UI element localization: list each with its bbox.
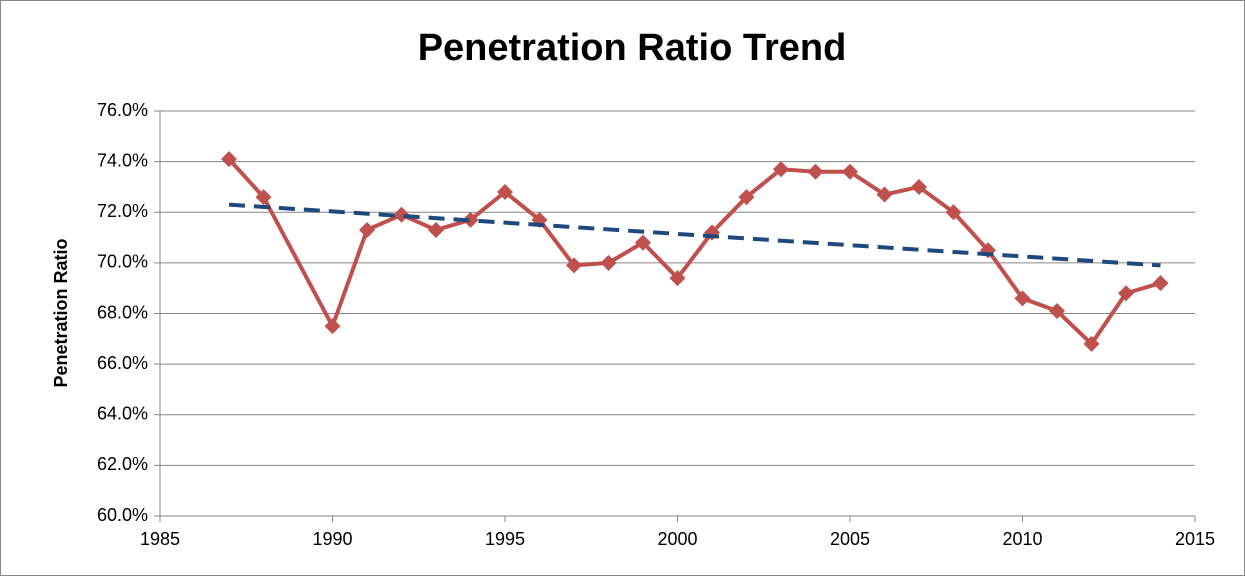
x-tick-label: 2005 bbox=[830, 529, 870, 549]
data-point bbox=[911, 178, 927, 195]
data-point bbox=[497, 184, 513, 200]
y-axis-label: Penetration Ratio bbox=[51, 238, 71, 387]
data-point bbox=[842, 163, 858, 180]
x-tick-label: 1990 bbox=[312, 529, 352, 549]
data-point bbox=[635, 234, 651, 251]
data-point bbox=[945, 204, 962, 221]
y-tick-label: 70.0% bbox=[97, 252, 148, 272]
data-point bbox=[359, 221, 375, 238]
data-point bbox=[669, 270, 686, 287]
y-tick-label: 66.0% bbox=[97, 353, 148, 373]
y-tick-label: 74.0% bbox=[97, 150, 148, 170]
y-tick-label: 60.0% bbox=[97, 505, 148, 525]
data-point bbox=[1152, 275, 1169, 292]
data-point bbox=[221, 151, 237, 168]
data-point bbox=[462, 211, 479, 228]
x-tick-label: 2000 bbox=[657, 529, 697, 549]
y-tick-label: 64.0% bbox=[97, 404, 148, 424]
x-tick-label: 2015 bbox=[1175, 529, 1215, 549]
data-point bbox=[738, 189, 755, 206]
x-tick-label: 1985 bbox=[140, 529, 180, 549]
data-point bbox=[566, 257, 582, 274]
data-point bbox=[773, 161, 789, 178]
data-point bbox=[428, 221, 444, 238]
trend-line bbox=[228, 202, 1161, 268]
data-point bbox=[876, 186, 893, 203]
y-tick-label: 68.0% bbox=[97, 302, 148, 322]
x-tick-label: 1995 bbox=[485, 529, 525, 549]
data-point bbox=[600, 254, 617, 271]
data-point bbox=[324, 318, 341, 335]
data-point bbox=[1014, 290, 1031, 307]
data-point bbox=[1083, 335, 1100, 352]
data-point bbox=[1049, 302, 1065, 319]
x-tick-label: 2010 bbox=[1002, 529, 1042, 549]
data-point bbox=[393, 206, 410, 223]
data-point bbox=[1118, 285, 1134, 302]
data-point bbox=[255, 189, 272, 206]
data-point bbox=[807, 163, 824, 180]
chart-title: Penetration Ratio Trend bbox=[418, 27, 847, 69]
y-tick-label: 62.0% bbox=[97, 454, 148, 474]
y-tick-label: 72.0% bbox=[97, 201, 148, 221]
y-tick-label: 76.0% bbox=[97, 100, 148, 120]
